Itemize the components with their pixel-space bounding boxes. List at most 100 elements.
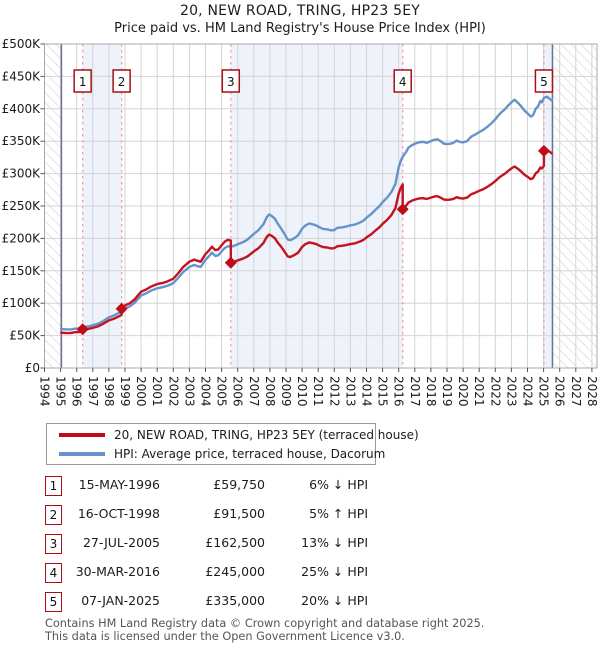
sale-date: 07-JAN-2025	[81, 593, 160, 608]
sale-label-box-1	[73, 69, 92, 93]
hpi-line	[60, 95, 553, 331]
y-axis-label: £300K	[2, 167, 42, 181]
x-axis-label: 1995	[54, 376, 68, 407]
x-axis-label: 2018	[424, 376, 438, 407]
x-axis-label: 2004	[199, 376, 213, 407]
x-axis-label: 2022	[488, 376, 502, 407]
page-subtitle: Price paid vs. HM Land Registry's House …	[114, 21, 486, 36]
x-axis-label: 2028	[585, 376, 599, 407]
x-axis-label: 2012	[327, 376, 341, 407]
x-axis-label: 2011	[311, 376, 325, 407]
x-axis-label: 2023	[504, 376, 518, 407]
x-axis-label: 1996	[70, 376, 84, 407]
x-axis-label: 2002	[166, 376, 180, 407]
x-axis-label: 2026	[553, 376, 567, 407]
sale-label-box-2	[112, 69, 131, 93]
chart-legend: 20, NEW ROAD, TRING, HP23 5EY (terraced …	[46, 423, 419, 465]
y-axis-label: £450K	[2, 69, 42, 83]
footer-line-1: Contains HM Land Registry data © Crown c…	[45, 617, 485, 630]
sale-table-row: 4 30-MAR-2016 £245,000 25% ↓ HPI	[45, 563, 385, 585]
sale-number-badge: 4	[45, 563, 62, 583]
y-axis-label: £350K	[2, 134, 42, 148]
sale-hpi-delta: 6% ↓ HPI	[309, 477, 368, 492]
sale-marker-2	[115, 302, 128, 315]
hpi-line-swatch	[59, 451, 105, 456]
legend-row-price: 20, NEW ROAD, TRING, HP23 5EY (terraced …	[47, 427, 419, 443]
x-axis-label: 2006	[231, 376, 245, 407]
sale-table-row: 5 07-JAN-2025 £335,000 20% ↓ HPI	[45, 592, 385, 614]
legend-label-hpi: HPI: Average price, terraced house, Daco…	[114, 446, 386, 461]
sale-hpi-delta: 20% ↓ HPI	[301, 593, 368, 608]
x-axis-label: 2014	[360, 376, 374, 407]
x-axis-label: 1999	[118, 376, 132, 407]
sale-table-row: 1 15-MAY-1996 £59,750 6% ↓ HPI	[45, 476, 385, 498]
sale-number-badge: 2	[45, 505, 62, 525]
legend-row-hpi: HPI: Average price, terraced house, Daco…	[47, 446, 385, 462]
x-axis-label: 2016	[392, 376, 406, 407]
sale-number-badge: 1	[45, 476, 62, 496]
x-axis-label: 2005	[215, 376, 229, 407]
x-axis-label: 2017	[408, 376, 422, 407]
x-axis-label: 2015	[376, 376, 390, 407]
sale-marker-1	[76, 323, 89, 336]
sale-date: 30-MAR-2016	[75, 564, 160, 579]
sale-date: 16-OCT-1998	[77, 506, 160, 521]
x-axis-label: 2027	[569, 376, 583, 407]
x-axis-label: 2003	[182, 376, 196, 407]
sale-marker-5	[537, 144, 550, 157]
y-axis-label: £100K	[2, 296, 42, 310]
sale-number-badge: 5	[45, 592, 62, 612]
sale-hpi-delta: 25% ↓ HPI	[301, 564, 368, 579]
price-line-swatch	[59, 432, 105, 437]
y-axis-label: £0	[25, 361, 40, 375]
y-axis-label: £150K	[2, 264, 42, 278]
sale-label-box-3	[221, 69, 241, 93]
x-axis-label: 1997	[86, 376, 100, 407]
x-axis-label: 2020	[456, 376, 470, 407]
legend-label-price: 20, NEW ROAD, TRING, HP23 5EY (terraced …	[114, 427, 419, 442]
x-axis-label: 2008	[263, 376, 277, 407]
sale-price: £245,000	[205, 564, 265, 579]
sale-label-number-3: 3	[227, 75, 235, 89]
price-paid-line	[60, 148, 553, 335]
sale-label-number-5: 5	[540, 75, 548, 89]
sale-label-number-2: 2	[118, 75, 126, 89]
sale-date: 15-MAY-1996	[78, 477, 160, 492]
y-axis-label: £400K	[2, 102, 42, 116]
sale-hpi-delta: 13% ↓ HPI	[301, 535, 368, 550]
y-axis-label: £500K	[2, 38, 42, 51]
sale-price: £335,000	[205, 593, 265, 608]
x-axis-label: 1998	[102, 376, 116, 407]
sale-marker-3	[224, 256, 237, 269]
page-title: 20, NEW ROAD, TRING, HP23 5EY	[179, 3, 421, 19]
y-axis-label: £200K	[2, 231, 42, 245]
x-axis-label: 2021	[472, 376, 486, 407]
sale-label-box-5	[534, 69, 554, 93]
sale-hpi-delta: 5% ↑ HPI	[309, 506, 368, 521]
sale-price: £59,750	[213, 477, 265, 492]
license-footer: Contains HM Land Registry data © Crown c…	[45, 617, 585, 644]
sale-table-row: 2 16-OCT-1998 £91,500 5% ↑ HPI	[45, 505, 385, 527]
x-axis-label: 2025	[537, 376, 551, 407]
y-axis-label: £50K	[9, 329, 41, 343]
sale-price: £91,500	[213, 506, 265, 521]
x-axis-label: 2007	[247, 376, 261, 407]
sale-label-number-1: 1	[79, 75, 87, 89]
x-axis-label: 2009	[279, 376, 293, 407]
x-axis-label: 2001	[150, 376, 164, 407]
x-axis-label: 2000	[134, 376, 148, 407]
x-axis-label: 2024	[521, 376, 535, 407]
footer-line-2: This data is licensed under the Open Gov…	[45, 630, 405, 644]
sale-date: 27-JUL-2005	[82, 535, 160, 550]
y-axis-label: £250K	[2, 199, 42, 213]
x-axis-label: 2013	[343, 376, 357, 407]
sale-table-row: 3 27-JUL-2005 £162,500 13% ↓ HPI	[45, 534, 385, 556]
sale-label-box-4	[393, 69, 412, 93]
price-hpi-chart: 1 2 3 4 5 £0 £50K £100K £150K £200K £250K £300K £350…	[2, 38, 599, 407]
x-axis-label: 2019	[440, 376, 454, 407]
sale-label-number-4: 4	[399, 75, 407, 89]
sale-number-badge: 3	[45, 534, 62, 554]
x-axis-label: 1994	[38, 376, 52, 407]
x-axis-label: 2010	[295, 376, 309, 407]
